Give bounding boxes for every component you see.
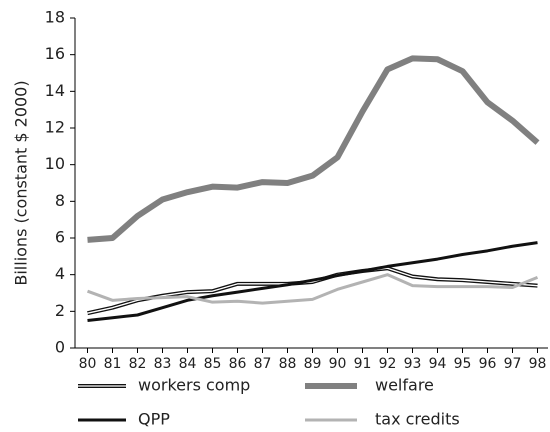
x-tick-label: 87 (254, 356, 272, 372)
x-tick-label: 83 (154, 356, 172, 372)
x-tick-label: 91 (354, 356, 372, 372)
y-tick-label: 4 (55, 264, 65, 283)
x-tick-label: 80 (79, 356, 97, 372)
x-tick-label: 94 (429, 356, 447, 372)
x-tick-label: 90 (329, 356, 347, 372)
line-inner (87, 267, 538, 314)
y-tick-label: 0 (55, 338, 65, 357)
x-tick-label: 81 (104, 356, 122, 372)
x-tick-label: 88 (279, 356, 297, 372)
x-tick-label: 98 (529, 356, 547, 372)
y-tick-label: 14 (45, 81, 65, 100)
y-tick-label: 12 (45, 118, 65, 137)
y-tick-label: 2 (55, 301, 65, 320)
y-axis-label: Billions (constant $ 2000) (12, 80, 31, 285)
x-tick-label: 93 (404, 356, 422, 372)
x-tick-label: 97 (504, 356, 522, 372)
line (87, 266, 538, 316)
x-tick-label: 82 (129, 356, 147, 372)
line (86, 273, 539, 305)
x-tick-label: 92 (379, 356, 397, 372)
x-tick-label: 84 (179, 356, 197, 372)
legend-label: tax credits (375, 410, 460, 429)
x-tick-label: 89 (304, 356, 322, 372)
y-tick-label: 16 (45, 44, 65, 63)
y-tick-label: 6 (55, 228, 65, 247)
y-tick-label: 8 (55, 191, 65, 210)
x-tick-label: 85 (204, 356, 222, 372)
y-tick-label: 18 (45, 8, 65, 27)
legend-label: welfare (375, 376, 434, 395)
x-tick-label: 86 (229, 356, 247, 372)
legend-label: workers comp (138, 376, 250, 395)
line (87, 55, 540, 243)
x-tick-label: 95 (454, 356, 472, 372)
x-tick-label: 96 (479, 356, 497, 372)
line (87, 241, 538, 322)
legend-label: QPP (138, 410, 170, 429)
y-tick-label: 10 (45, 154, 65, 173)
